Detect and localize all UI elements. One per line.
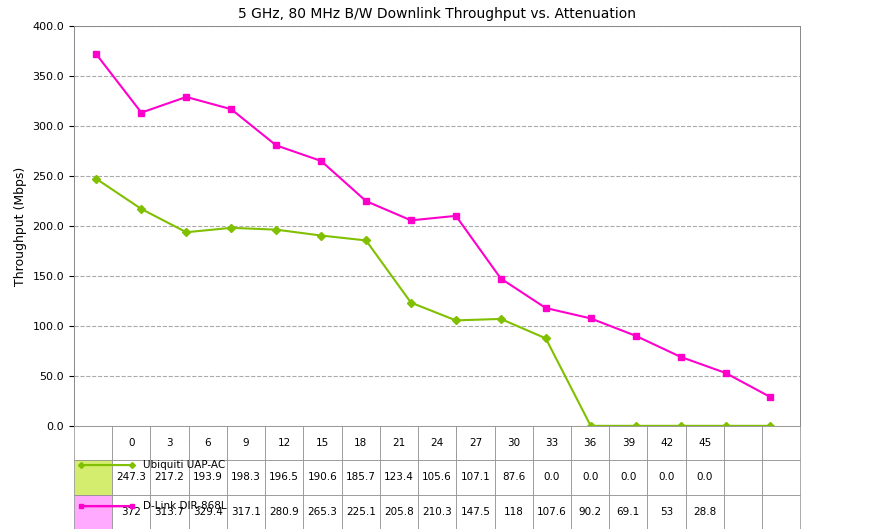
- Text: D-Link DIR-868L: D-Link DIR-868L: [143, 501, 226, 512]
- Y-axis label: Throughput (Mbps): Throughput (Mbps): [14, 167, 27, 286]
- Title: 5 GHz, 80 MHz B/W Downlink Throughput vs. Attenuation: 5 GHz, 80 MHz B/W Downlink Throughput vs…: [238, 7, 635, 21]
- X-axis label: Attenuation (dB): Attenuation (dB): [385, 449, 488, 461]
- Text: Ubiquiti UAP-AC: Ubiquiti UAP-AC: [143, 460, 225, 470]
